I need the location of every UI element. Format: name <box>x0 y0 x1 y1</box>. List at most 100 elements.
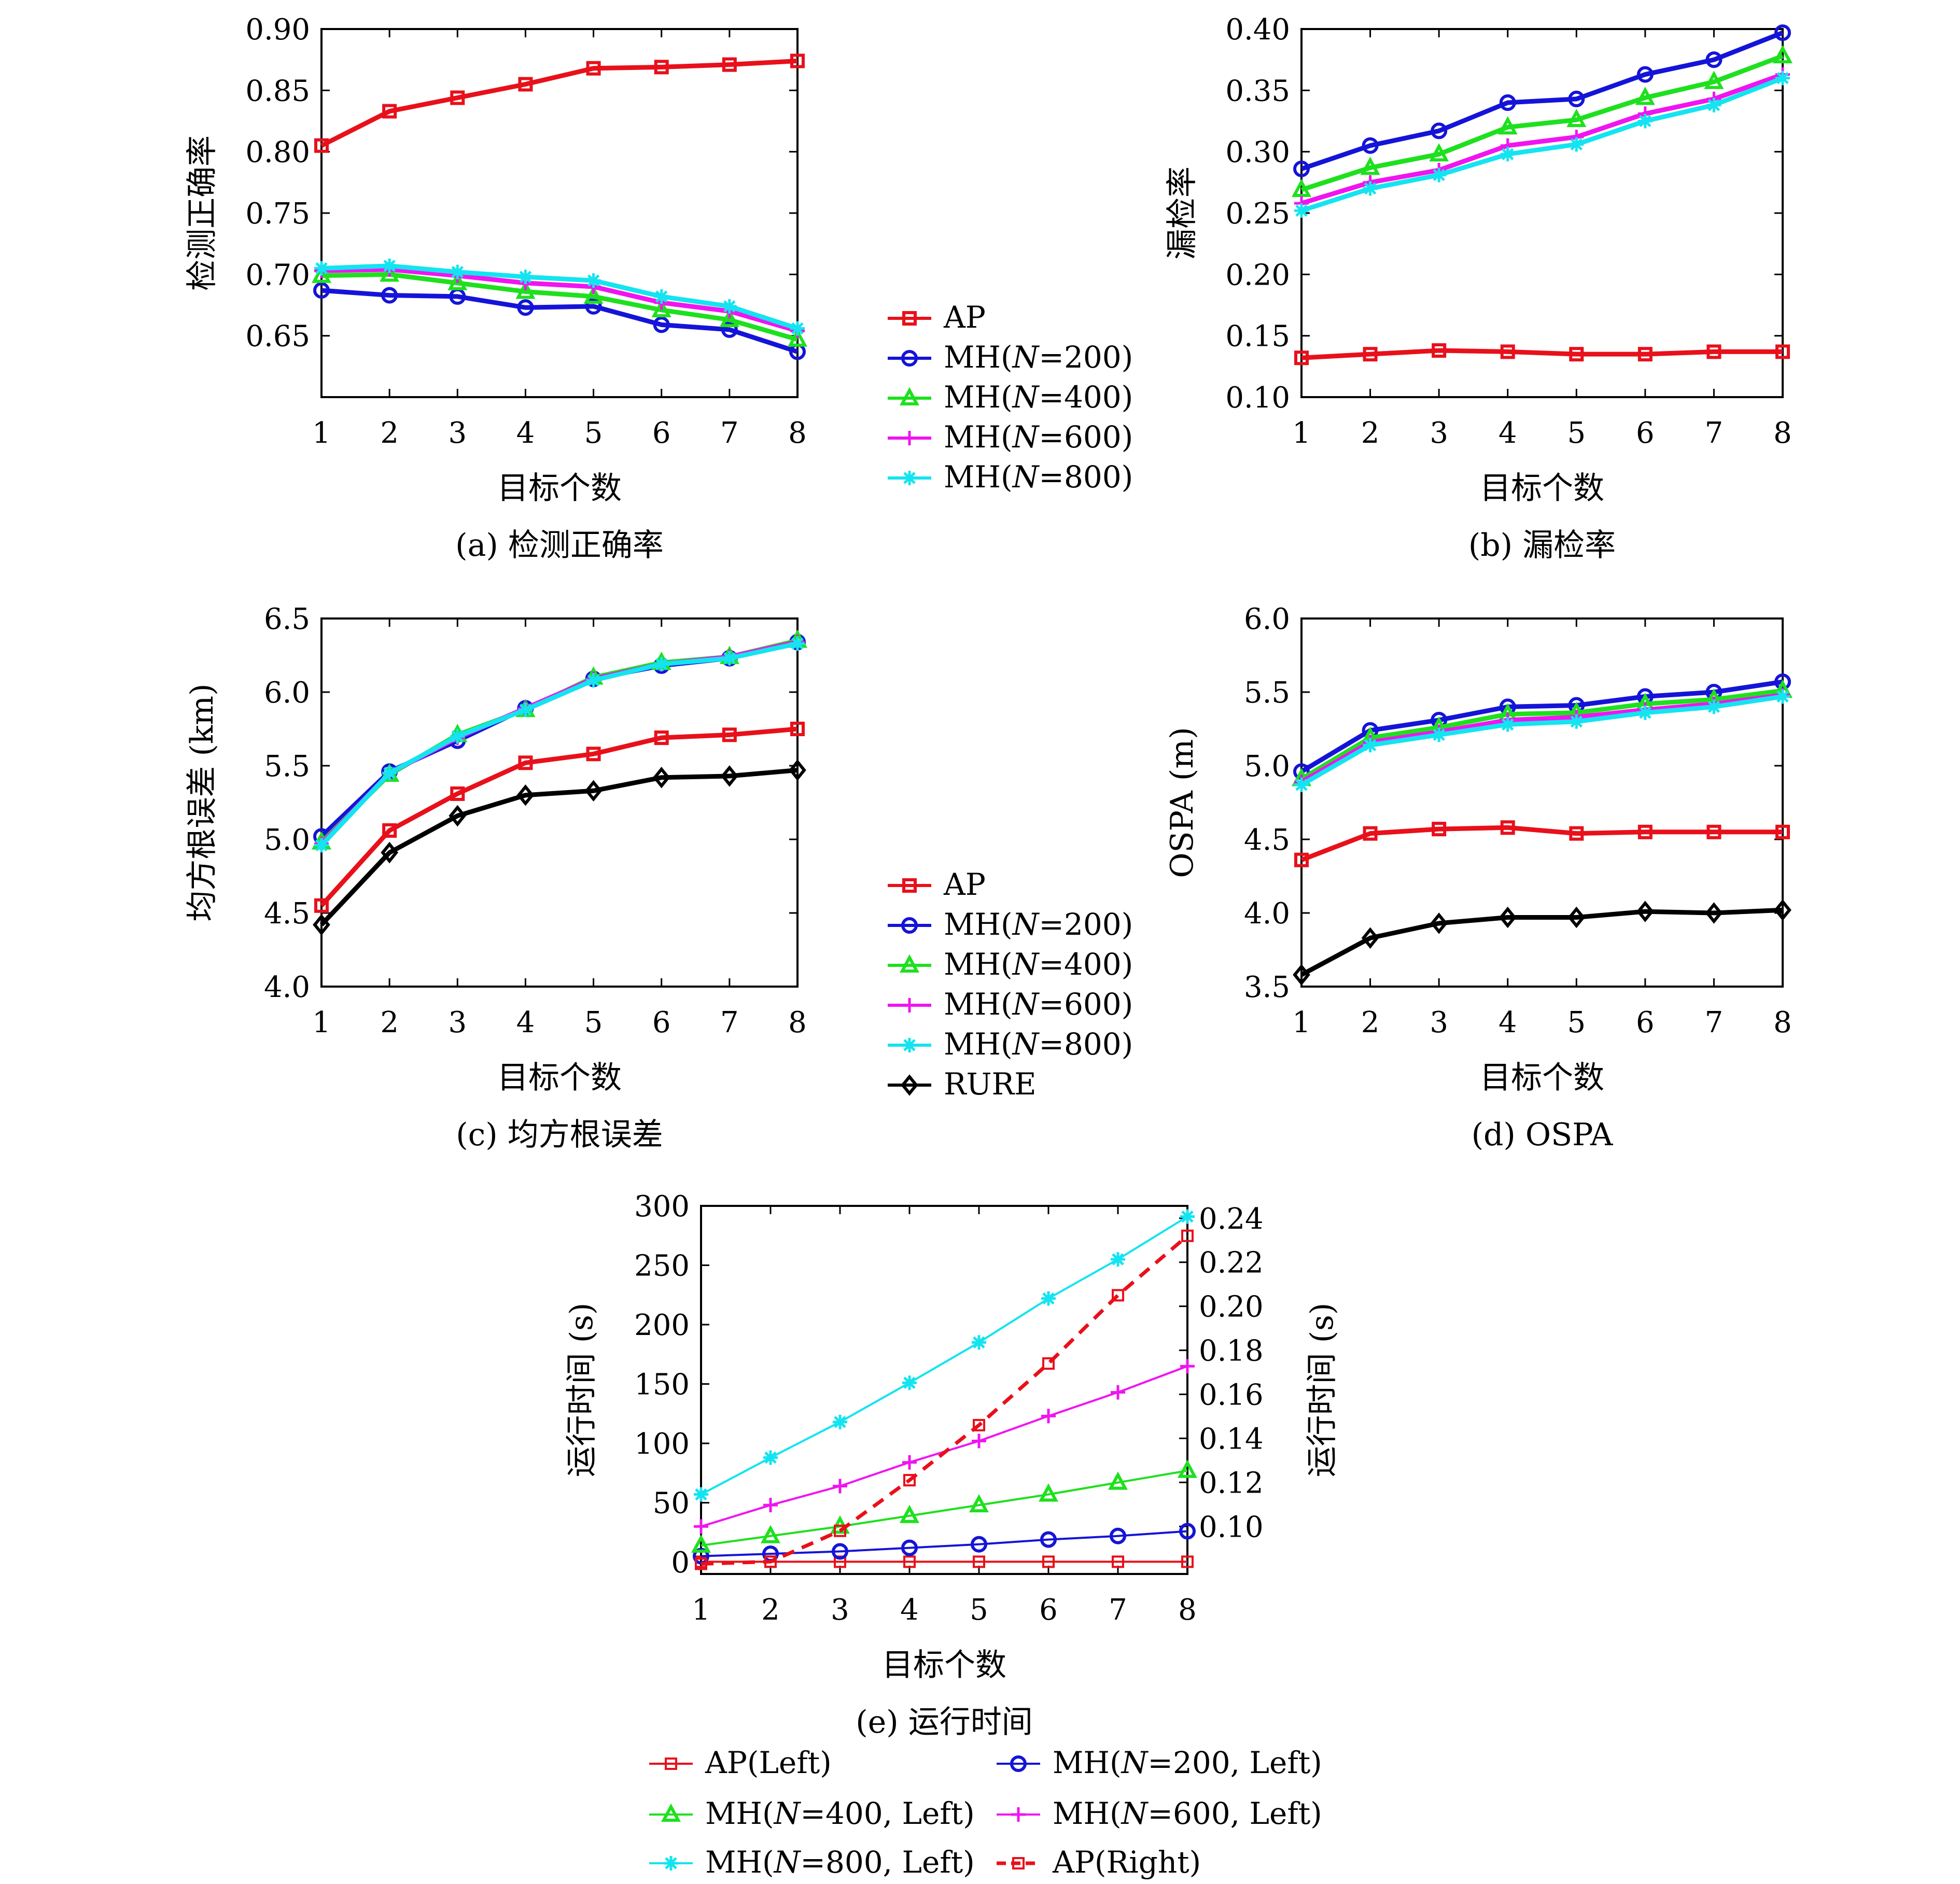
legend-marker <box>902 1038 917 1052</box>
legend-label: MH(N=800) <box>944 1027 1133 1062</box>
x-tick-label: 1 <box>692 1593 710 1627</box>
y-tick-label: 0.35 <box>1225 74 1290 108</box>
data-point <box>1110 1527 1126 1544</box>
y-tick-label: 0.10 <box>1225 381 1290 415</box>
y-axis-label: 漏检率 <box>1164 166 1200 260</box>
y-ticks: 0 50 100 150 200 250 300 <box>634 1190 709 1580</box>
y-tick-label: 6.5 <box>264 602 310 636</box>
x-axis-label: 目标个数 <box>1480 1060 1604 1096</box>
legend-label: MH(N=200) <box>944 340 1133 375</box>
data-point <box>833 1414 847 1429</box>
x-tick-label: 7 <box>1705 416 1724 450</box>
data-point <box>973 1555 985 1568</box>
data-point <box>1363 826 1378 841</box>
data-point <box>654 60 669 75</box>
legend-label: MH(N=600) <box>944 419 1133 455</box>
legend-marker <box>899 954 920 973</box>
data-point <box>1637 705 1653 720</box>
series-group <box>1291 673 1793 986</box>
data-point <box>1500 820 1515 835</box>
legend: AP MH(N=200) MH(N=400) MH(N=600) MH(N=800) <box>888 300 1133 495</box>
chart-d: 1 2 3 4 5 6 7 8 3.5 4.0 4.5 5.0 5.5 6.0 目标个数 OSPA (m) (d… <box>1164 602 1793 1153</box>
data-point <box>450 90 465 105</box>
x-tick-label: 3 <box>448 1006 467 1039</box>
legend-label: AP(Left) <box>705 1745 832 1780</box>
data-point <box>1430 912 1448 934</box>
y-right-tick-label: 0.10 <box>1199 1510 1264 1544</box>
legend-label: AP <box>943 300 986 335</box>
series-line-mh800 <box>701 1215 1188 1496</box>
data-point <box>1637 824 1653 839</box>
series-line-mh400 <box>1300 53 1784 192</box>
legend-label: MH(N=200, Left) <box>1053 1745 1322 1780</box>
y-ticks: 4.0 4.5 5.0 5.5 6.0 6.5 <box>264 602 797 1004</box>
data-point <box>654 289 669 304</box>
x-tick-label: 2 <box>761 1593 780 1627</box>
data-point <box>585 298 602 315</box>
data-point <box>790 636 805 651</box>
data-point <box>722 299 737 314</box>
data-point <box>516 784 535 806</box>
x-tick-label: 3 <box>448 416 467 450</box>
y-right-axis-label: 运行时间 (s) <box>1304 1303 1340 1478</box>
data-point <box>1432 343 1447 358</box>
data-point <box>584 780 603 802</box>
legend-label: MH(N=400, Left) <box>705 1796 975 1831</box>
y-ticks: 0.10 0.15 0.20 0.25 0.30 0.35 0.40 <box>1225 13 1783 415</box>
series-line-ap <box>320 59 798 148</box>
data-point <box>518 270 533 285</box>
data-point <box>1704 71 1724 89</box>
data-point <box>760 1525 781 1543</box>
data-point <box>314 138 329 153</box>
x-tick-label: 8 <box>1773 416 1792 450</box>
y-tick-label: 0.25 <box>1225 197 1290 231</box>
data-point <box>973 1418 985 1431</box>
data-point <box>1772 45 1793 64</box>
plot-frame <box>320 617 799 988</box>
y-tick-label: 100 <box>634 1427 690 1461</box>
series-line-rure <box>1300 907 1783 977</box>
data-point <box>518 702 533 718</box>
data-point <box>382 258 397 273</box>
data-point <box>1775 344 1790 359</box>
x-tick-label: 5 <box>584 1006 603 1039</box>
data-point <box>1294 350 1309 365</box>
data-point <box>583 285 604 304</box>
series-line-mh800 <box>321 263 799 331</box>
legend-marker <box>902 431 917 445</box>
data-point <box>654 657 669 672</box>
x-tick-label: 7 <box>720 416 739 450</box>
data-point <box>1112 1289 1124 1302</box>
y-tick-label: 0.70 <box>245 258 310 292</box>
y-tick-label: 5.5 <box>264 750 310 783</box>
data-point <box>834 1524 846 1537</box>
y-tick-label: 4.5 <box>1244 823 1290 857</box>
data-point <box>695 1557 707 1570</box>
data-point <box>722 57 737 72</box>
data-point <box>1042 1357 1055 1370</box>
data-point <box>1567 906 1586 929</box>
x-tick-label: 5 <box>1567 1006 1586 1039</box>
series-group <box>311 629 808 936</box>
x-tick-label: 3 <box>831 1593 849 1627</box>
plot-frame <box>320 28 799 398</box>
data-point <box>1569 826 1584 841</box>
data-point <box>1108 1471 1128 1490</box>
data-point <box>1432 727 1447 742</box>
data-point <box>1111 1385 1125 1400</box>
series-line-ap <box>319 726 798 907</box>
data-point <box>1705 902 1723 924</box>
data-point <box>1042 1555 1055 1568</box>
x-tick-label: 6 <box>652 1006 671 1039</box>
y-right-tick-label: 0.20 <box>1199 1290 1264 1324</box>
series-group <box>691 1209 1198 1570</box>
data-point <box>586 61 601 76</box>
legend-marker <box>902 471 917 485</box>
data-point <box>903 1555 916 1568</box>
legend-label: MH(N=200) <box>944 907 1133 942</box>
data-point <box>790 722 805 736</box>
data-point <box>1041 1291 1056 1306</box>
data-point <box>1177 1459 1198 1478</box>
data-point <box>1497 116 1518 135</box>
x-tick-label: 5 <box>1567 416 1586 450</box>
